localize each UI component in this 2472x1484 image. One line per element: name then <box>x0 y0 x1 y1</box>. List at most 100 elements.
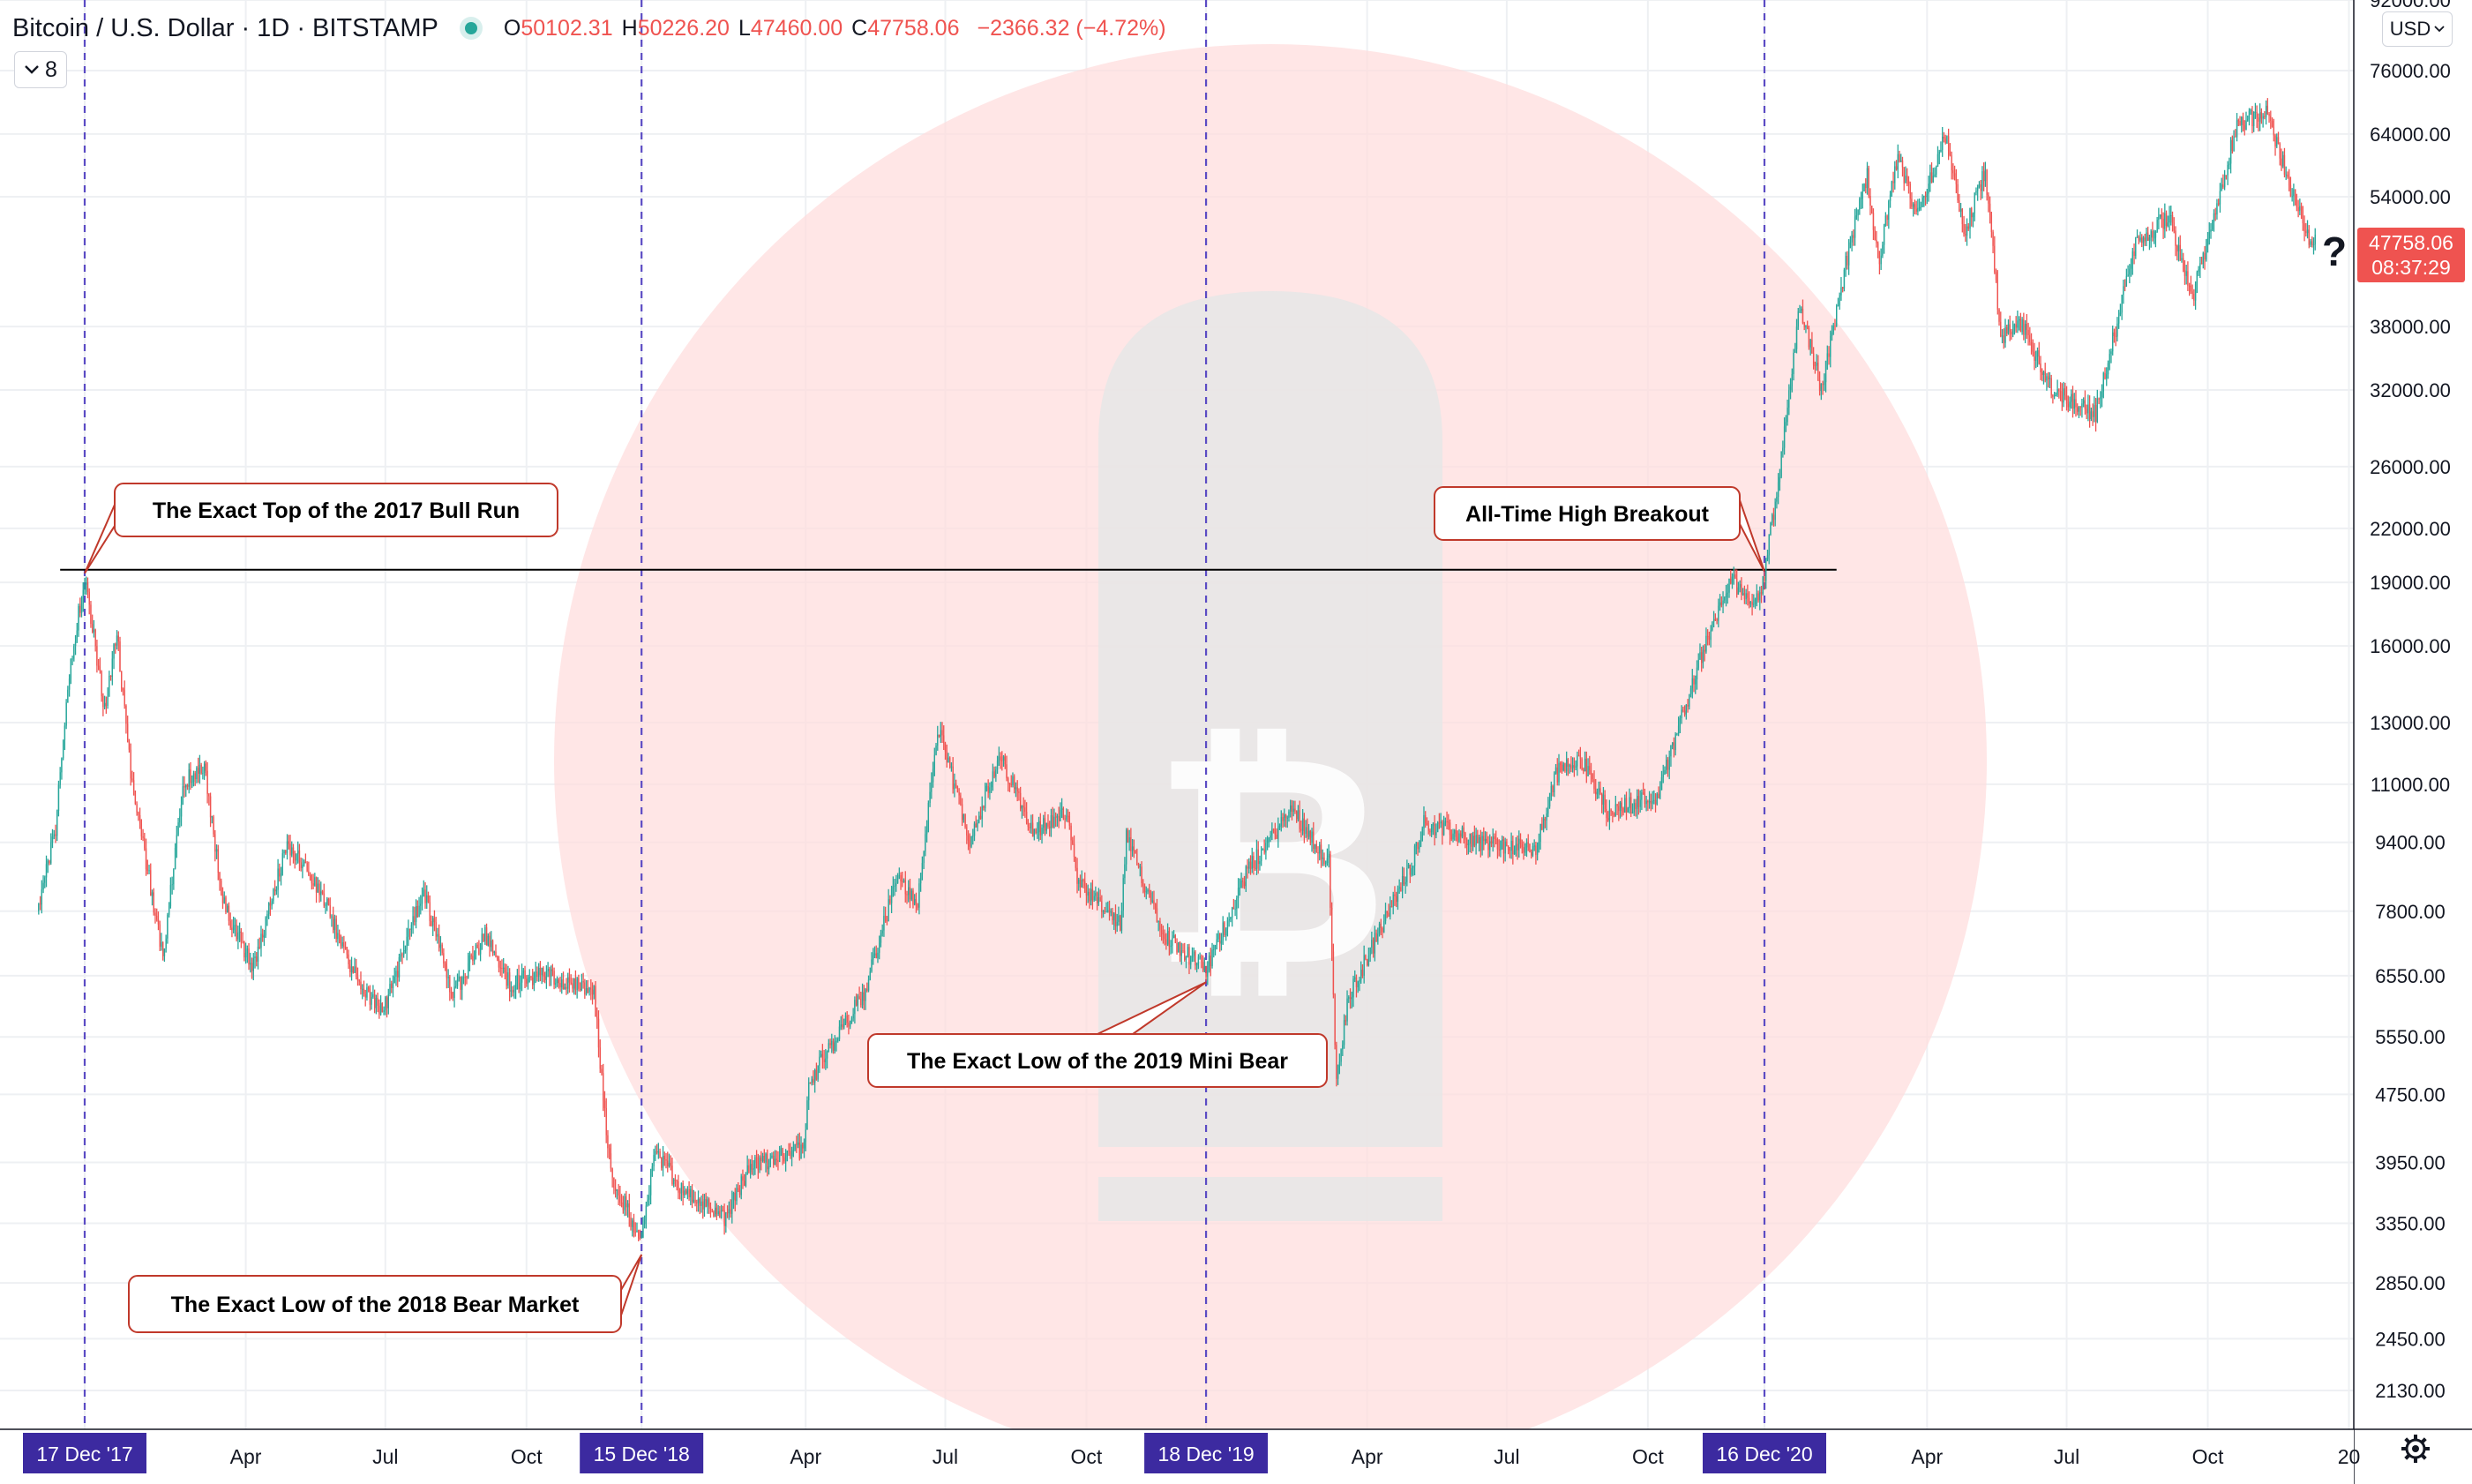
candle <box>573 978 575 995</box>
candle <box>203 761 206 780</box>
candle <box>1687 699 1689 713</box>
candle <box>1645 796 1647 812</box>
candle <box>102 693 104 716</box>
candle <box>489 932 491 957</box>
candle <box>1952 163 1954 180</box>
y-tick-label: 7800.00 <box>2375 901 2446 923</box>
candle <box>1153 890 1155 910</box>
candle <box>1641 789 1643 811</box>
candle <box>1481 831 1483 856</box>
candle <box>142 828 144 842</box>
candle <box>1529 843 1531 853</box>
candle <box>2229 137 2232 174</box>
candle <box>528 969 530 983</box>
candle <box>915 892 918 913</box>
candle <box>159 920 161 951</box>
candle <box>150 863 152 896</box>
candle <box>360 971 362 995</box>
candle <box>478 940 480 956</box>
candle <box>634 1222 636 1237</box>
candle <box>349 959 351 978</box>
candle <box>1054 812 1057 828</box>
annotation-callout-1[interactable]: The Exact Low of the 2018 Bear Market <box>128 1254 643 1333</box>
candle <box>385 995 386 1016</box>
candle <box>763 1149 765 1164</box>
candle <box>1695 675 1697 694</box>
time-axis[interactable]: Apr Jul Oct Apr Jul Oct Apr Jul Oct Apr Jul Oct 20 17… <box>0 1428 2472 1484</box>
candle <box>513 985 515 999</box>
candle <box>2001 329 2004 344</box>
candle <box>2306 220 2309 239</box>
candle <box>661 1157 663 1171</box>
candle <box>481 927 483 950</box>
candle <box>2204 245 2206 270</box>
candle <box>2075 390 2077 417</box>
candle <box>1841 286 1844 293</box>
candle <box>835 1037 837 1052</box>
candle <box>2102 371 2104 399</box>
annotation-callout-3[interactable]: All-Time High Breakout <box>1434 486 1765 573</box>
candle <box>1328 843 1330 868</box>
marker-date-label: 17 Dec '17 <box>23 1433 146 1473</box>
candle <box>1116 913 1118 933</box>
candle <box>561 972 563 994</box>
annotation-callout-2[interactable]: The Exact Low of the 2019 Mini Bear <box>867 981 1328 1088</box>
candle <box>1564 762 1566 773</box>
candle <box>196 766 198 783</box>
annotation-callout-0[interactable]: The Exact Top of the 2017 Bull Run <box>84 483 558 574</box>
candle <box>2194 281 2197 311</box>
currency-select[interactable]: USD <box>2382 11 2453 47</box>
marker-date-text: 15 Dec '18 <box>594 1443 690 1465</box>
candle <box>657 1143 660 1159</box>
candle <box>2098 397 2100 405</box>
candle <box>1369 947 1371 963</box>
candle <box>1249 855 1252 875</box>
candle <box>1130 828 1132 860</box>
candle <box>1484 831 1487 845</box>
candle <box>680 1182 683 1202</box>
candle <box>62 739 64 761</box>
candle <box>2311 236 2313 248</box>
candle <box>1946 135 1948 145</box>
candle <box>1301 808 1304 836</box>
symbol-title[interactable]: Bitcoin / U.S. Dollar · 1D · BITSTAMP <box>12 13 438 42</box>
chart-annotations[interactable]: The Exact Top of the 2017 Bull Run The Ex… <box>84 483 1765 1333</box>
gear-icon[interactable] <box>2398 1431 2433 1466</box>
candle <box>1702 645 1704 669</box>
candle <box>1600 792 1603 813</box>
candle <box>576 977 578 999</box>
candle <box>1245 865 1247 893</box>
candle <box>228 902 230 926</box>
candle <box>608 1143 611 1159</box>
candle <box>2191 284 2193 300</box>
candle <box>1731 573 1734 589</box>
candle <box>191 775 193 789</box>
candle <box>723 1203 725 1235</box>
candle <box>809 1082 812 1084</box>
candle <box>1334 993 1336 1050</box>
candle <box>1714 613 1717 621</box>
indicators-collapse-button[interactable]: 8 <box>14 51 67 88</box>
candle <box>1923 195 1925 207</box>
price-axis[interactable]: 2130.00 2450.00 2850.00 3350.00 3950.00 4750.… <box>2353 0 2472 1484</box>
candle <box>1336 1041 1337 1087</box>
candle <box>1533 839 1535 851</box>
candle <box>521 963 523 992</box>
candle <box>2015 316 2017 334</box>
candle <box>983 805 985 811</box>
candle <box>1857 209 1859 221</box>
candle <box>927 800 930 833</box>
candle <box>1785 415 1787 432</box>
candle <box>2159 214 2161 220</box>
candle <box>2177 236 2180 262</box>
candle <box>279 863 281 882</box>
candle <box>696 1199 698 1212</box>
candle <box>619 1186 621 1207</box>
candle <box>458 970 460 982</box>
candle <box>1018 788 1020 801</box>
candle <box>1162 926 1165 944</box>
candle <box>1677 716 1680 737</box>
candle <box>1779 468 1781 491</box>
candle <box>1894 161 1896 190</box>
